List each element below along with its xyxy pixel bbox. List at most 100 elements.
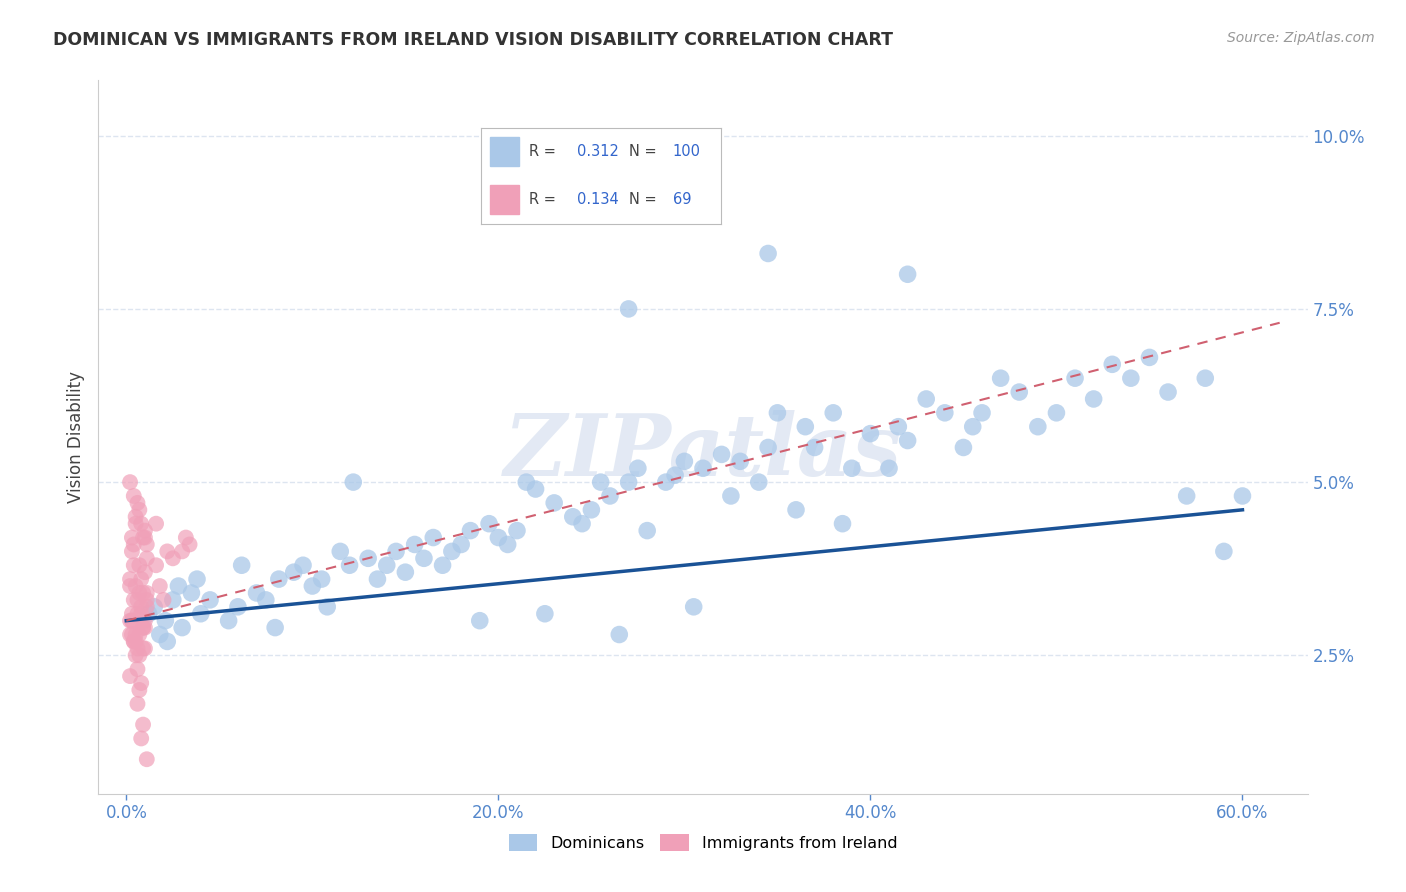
Point: [180, 586, 202, 600]
Point: [756, 441, 779, 455]
Point: [357, 551, 380, 566]
Point: [138, 607, 160, 621]
Point: [122, 558, 145, 573]
Point: [599, 489, 621, 503]
Point: [366, 572, 388, 586]
Point: [664, 468, 686, 483]
Point: [710, 447, 733, 461]
Point: [124, 634, 146, 648]
Point: [149, 579, 172, 593]
Point: [534, 607, 557, 621]
Point: [162, 551, 184, 566]
Point: [841, 461, 863, 475]
Point: [129, 607, 152, 621]
Point: [172, 621, 194, 635]
Text: DOMINICAN VS IMMIGRANTS FROM IRELAND VISION DISABILITY CORRELATION CHART: DOMINICAN VS IMMIGRANTS FROM IRELAND VIS…: [53, 31, 893, 49]
Point: [245, 586, 267, 600]
Point: [692, 461, 714, 475]
Point: [267, 572, 290, 586]
Point: [385, 544, 408, 558]
Point: [1101, 357, 1123, 371]
Point: [962, 419, 984, 434]
Point: [1045, 406, 1067, 420]
Point: [823, 406, 845, 420]
Point: [1119, 371, 1142, 385]
Point: [1064, 371, 1087, 385]
Point: [673, 454, 696, 468]
Point: [134, 524, 156, 538]
Point: [1212, 544, 1234, 558]
Point: [121, 531, 143, 545]
Point: [132, 586, 155, 600]
Point: [785, 503, 807, 517]
Point: [128, 648, 150, 663]
Point: [728, 454, 751, 468]
Point: [915, 392, 938, 406]
Point: [831, 516, 853, 531]
Point: [460, 524, 482, 538]
Point: [118, 614, 141, 628]
Point: [134, 614, 156, 628]
Point: [450, 537, 472, 551]
Point: [118, 475, 141, 489]
Point: [135, 551, 157, 566]
Point: [617, 301, 640, 316]
Point: [264, 621, 287, 635]
Point: [897, 434, 920, 448]
Text: 0.312: 0.312: [576, 145, 619, 159]
Point: [1008, 385, 1031, 400]
Point: [124, 509, 146, 524]
Point: [152, 593, 174, 607]
Point: [748, 475, 770, 489]
Point: [329, 544, 352, 558]
Point: [145, 558, 167, 573]
Text: ZIPatlas: ZIPatlas: [503, 409, 903, 493]
Point: [121, 614, 143, 628]
Point: [128, 503, 150, 517]
Point: [496, 537, 519, 551]
Point: [134, 621, 156, 635]
Bar: [491, 137, 519, 166]
Point: [132, 621, 155, 635]
Point: [655, 475, 678, 489]
Point: [124, 627, 146, 641]
Point: [877, 461, 900, 475]
Point: [179, 537, 201, 551]
Point: [121, 614, 143, 628]
Point: [394, 565, 416, 579]
Point: [627, 461, 650, 475]
Point: [571, 516, 593, 531]
Point: [135, 593, 157, 607]
Point: [156, 544, 179, 558]
Text: Source: ZipAtlas.com: Source: ZipAtlas.com: [1227, 31, 1375, 45]
Point: [524, 482, 547, 496]
Point: [124, 579, 146, 593]
Point: [1083, 392, 1105, 406]
Point: [766, 406, 789, 420]
Point: [283, 565, 305, 579]
Text: R =: R =: [529, 193, 555, 207]
Point: [218, 614, 240, 628]
Point: [118, 572, 141, 586]
Point: [143, 599, 166, 614]
Point: [118, 627, 141, 641]
Point: [134, 565, 156, 579]
Point: [135, 599, 157, 614]
Point: [135, 586, 157, 600]
Point: [1026, 419, 1049, 434]
Point: [118, 669, 141, 683]
Point: [190, 607, 212, 621]
Point: [581, 503, 603, 517]
Point: [636, 524, 658, 538]
Text: 0.134: 0.134: [576, 193, 619, 207]
Point: [167, 579, 190, 593]
Point: [682, 599, 704, 614]
Point: [128, 558, 150, 573]
Point: [186, 572, 208, 586]
Point: [129, 731, 152, 746]
Point: [486, 531, 509, 545]
Point: [149, 627, 172, 641]
Point: [756, 246, 779, 260]
Point: [132, 717, 155, 731]
Point: [934, 406, 956, 420]
